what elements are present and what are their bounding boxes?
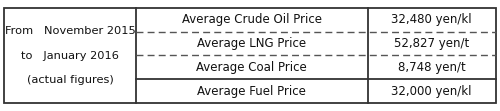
Bar bbox=[4, 8, 496, 103]
Text: Average Crude Oil Price: Average Crude Oil Price bbox=[182, 13, 322, 26]
Text: 8,748 yen/t: 8,748 yen/t bbox=[398, 61, 466, 74]
Text: Average Coal Price: Average Coal Price bbox=[196, 61, 307, 74]
Text: to   January 2016: to January 2016 bbox=[21, 51, 119, 60]
Text: Average LNG Price: Average LNG Price bbox=[197, 37, 306, 50]
Text: From   November 2015: From November 2015 bbox=[4, 26, 136, 36]
Text: (actual figures): (actual figures) bbox=[26, 75, 114, 85]
Text: 52,827 yen/t: 52,827 yen/t bbox=[394, 37, 469, 50]
Text: 32,000 yen/kl: 32,000 yen/kl bbox=[392, 85, 472, 98]
Text: Average Fuel Price: Average Fuel Price bbox=[198, 85, 306, 98]
Text: 32,480 yen/kl: 32,480 yen/kl bbox=[392, 13, 472, 26]
